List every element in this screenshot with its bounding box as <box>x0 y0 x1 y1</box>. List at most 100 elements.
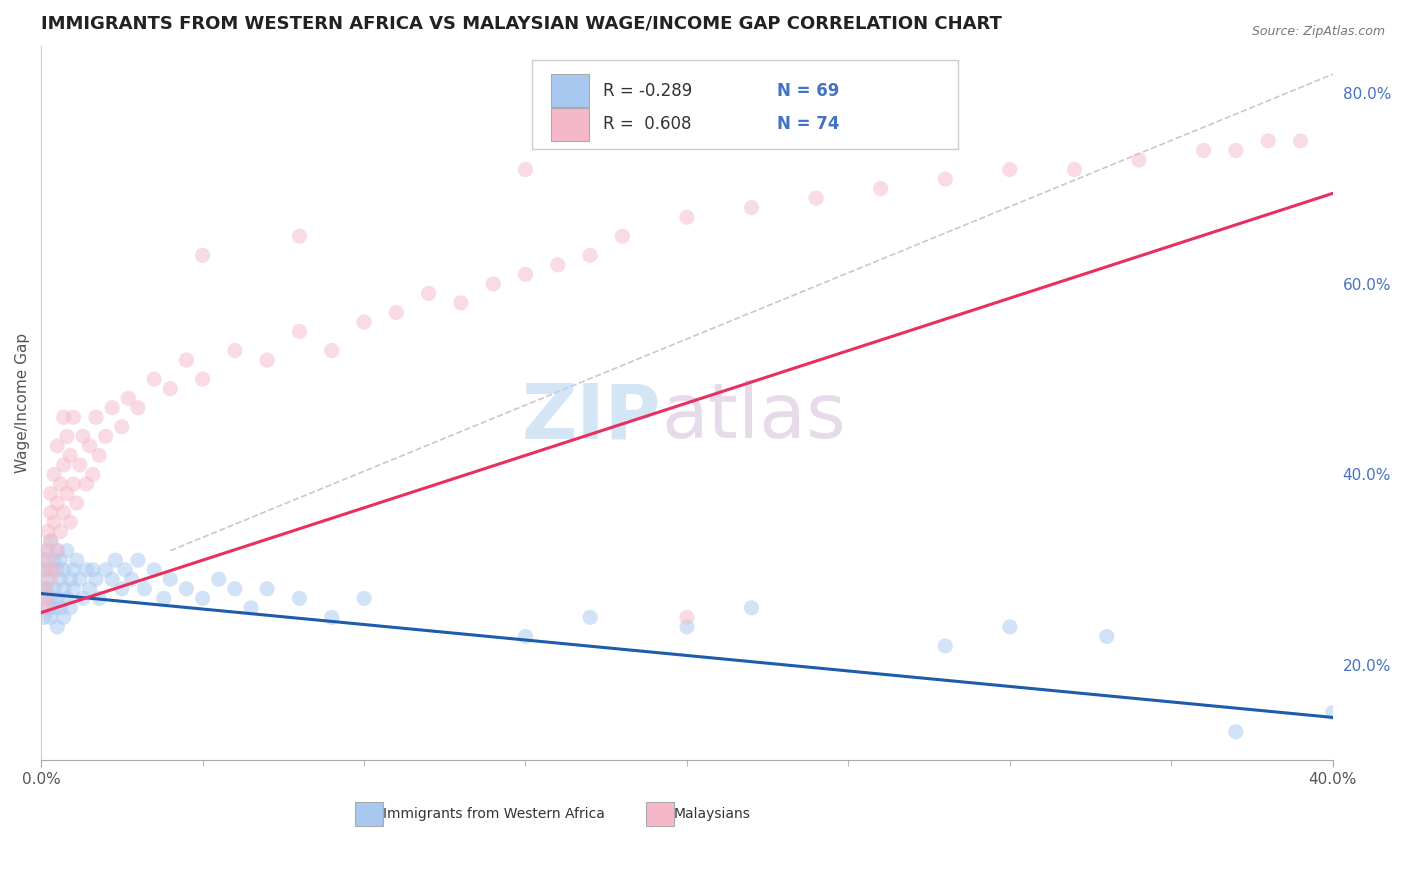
Text: IMMIGRANTS FROM WESTERN AFRICA VS MALAYSIAN WAGE/INCOME GAP CORRELATION CHART: IMMIGRANTS FROM WESTERN AFRICA VS MALAYS… <box>41 15 1002 33</box>
Point <box>37 582 59 596</box>
Point <box>288 325 311 339</box>
Text: Malaysians: Malaysians <box>673 807 751 821</box>
Point <box>94 429 117 443</box>
Point <box>49 600 72 615</box>
Point <box>353 315 375 329</box>
Point <box>127 401 149 415</box>
FancyBboxPatch shape <box>354 802 384 826</box>
Point <box>515 268 537 282</box>
Point <box>66 553 89 567</box>
Point <box>62 563 84 577</box>
Point <box>52 458 75 472</box>
Point <box>62 410 84 425</box>
Point <box>191 248 214 262</box>
Point <box>515 162 537 177</box>
Point <box>79 439 101 453</box>
Point <box>75 563 97 577</box>
Point <box>34 591 56 606</box>
Point <box>191 372 214 386</box>
Text: ZIP: ZIP <box>522 380 661 454</box>
Text: atlas: atlas <box>661 380 846 454</box>
Point <box>39 486 62 500</box>
Point <box>321 343 343 358</box>
Point <box>59 449 82 463</box>
Point <box>998 162 1021 177</box>
Point <box>42 467 65 482</box>
Point <box>37 524 59 539</box>
Point <box>114 563 136 577</box>
Point <box>42 515 65 529</box>
Point <box>34 600 56 615</box>
Point <box>34 563 56 577</box>
Point <box>256 353 278 368</box>
Point <box>56 591 79 606</box>
Point <box>52 506 75 520</box>
Point <box>741 600 763 615</box>
Point <box>62 582 84 596</box>
Point <box>82 467 104 482</box>
Text: Immigrants from Western Africa: Immigrants from Western Africa <box>384 807 605 821</box>
Point <box>1225 724 1247 739</box>
FancyBboxPatch shape <box>551 74 589 107</box>
Point <box>37 553 59 567</box>
Point <box>288 229 311 244</box>
Point <box>94 563 117 577</box>
Point <box>84 572 107 586</box>
Point <box>56 429 79 443</box>
Point <box>547 258 569 272</box>
Point <box>515 629 537 643</box>
Point <box>42 600 65 615</box>
Point <box>111 419 134 434</box>
Point <box>143 563 166 577</box>
FancyBboxPatch shape <box>531 60 959 149</box>
Text: N = 74: N = 74 <box>778 115 839 133</box>
Point <box>256 582 278 596</box>
Point <box>1225 144 1247 158</box>
Point <box>450 296 472 310</box>
Point <box>34 543 56 558</box>
Point <box>46 563 69 577</box>
Point <box>75 477 97 491</box>
Point <box>79 582 101 596</box>
Point <box>1289 134 1312 148</box>
Point <box>56 543 79 558</box>
Point <box>59 515 82 529</box>
Point <box>42 582 65 596</box>
Point <box>579 610 602 624</box>
Point <box>34 563 56 577</box>
Point <box>1063 162 1085 177</box>
Point <box>104 553 127 567</box>
Point <box>153 591 176 606</box>
Point <box>1192 144 1215 158</box>
Point <box>49 524 72 539</box>
Point <box>52 610 75 624</box>
Point <box>37 543 59 558</box>
Point <box>37 591 59 606</box>
Point <box>49 572 72 586</box>
Point <box>240 600 263 615</box>
FancyBboxPatch shape <box>551 108 589 141</box>
Point <box>39 534 62 549</box>
Point <box>46 543 69 558</box>
Point <box>46 439 69 453</box>
Point <box>127 553 149 567</box>
Point <box>46 620 69 634</box>
Point <box>159 382 181 396</box>
Point <box>39 534 62 549</box>
Point <box>62 477 84 491</box>
Point <box>321 610 343 624</box>
Point <box>59 572 82 586</box>
Point <box>741 201 763 215</box>
Point <box>676 210 699 224</box>
Point <box>49 477 72 491</box>
Point <box>49 553 72 567</box>
Point <box>39 563 62 577</box>
Point <box>1128 153 1150 167</box>
Point <box>72 429 94 443</box>
Point <box>89 449 111 463</box>
Point <box>934 172 956 186</box>
Point <box>208 572 231 586</box>
Point <box>288 591 311 606</box>
Point <box>579 248 602 262</box>
Point <box>46 591 69 606</box>
